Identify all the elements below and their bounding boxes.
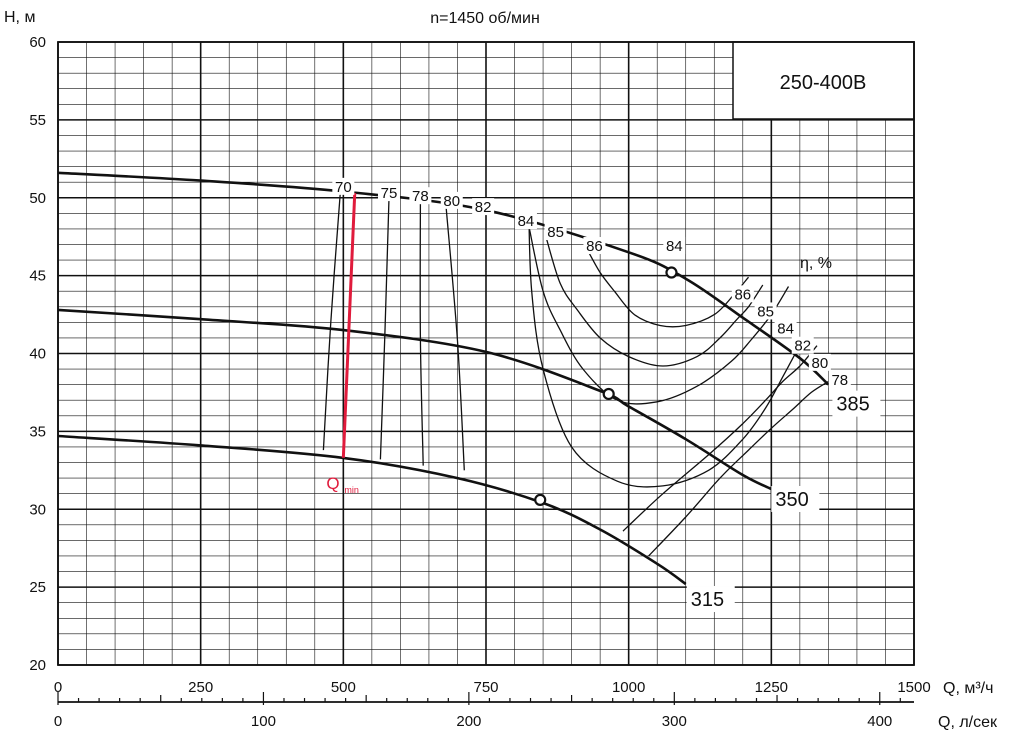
efficiency-contour-80	[622, 345, 818, 532]
efficiency-contour-78	[419, 200, 424, 466]
efficiency-label: 80	[811, 355, 828, 372]
efficiency-contour-75	[379, 197, 390, 460]
efficiency-label-bg	[663, 237, 686, 255]
y-tick-label: 50	[29, 190, 46, 207]
x-tick-label: 250	[188, 679, 213, 696]
efficiency-label: 85	[547, 224, 564, 241]
curve-labels: 385 350 315	[686, 390, 881, 613]
efficiency-label-bg	[828, 370, 851, 388]
efficiency-label: 85	[757, 303, 774, 320]
x2-tick-label: 300	[662, 713, 687, 730]
efficiency-contour-82	[528, 213, 798, 488]
x-tick-label: 500	[331, 679, 356, 696]
efficiency-label-bg	[472, 198, 495, 216]
y-tick-label: 45	[29, 268, 46, 285]
efficiency-label-bg	[754, 302, 777, 320]
efficiency-contours	[322, 189, 829, 557]
efficiency-label-bg	[731, 285, 754, 303]
x2-tick-label: 200	[456, 713, 481, 730]
x-tick-label: 0	[54, 679, 62, 696]
y-tick-label: 20	[29, 657, 46, 674]
y-tick-labels: 20 25 30 35 40 45 50 55 60	[29, 34, 46, 674]
efficiency-label: 82	[794, 338, 811, 355]
y-tick-label: 30	[29, 501, 46, 518]
efficiency-label-bg	[440, 191, 463, 209]
efficiency-label-bg	[409, 187, 432, 205]
curve-label-bg	[686, 586, 735, 613]
efficiency-contour-84	[528, 225, 790, 405]
efficiency-label-bg	[583, 237, 606, 255]
efficiency-label: 84	[777, 321, 794, 338]
efficiency-label: 86	[586, 238, 603, 255]
secondary-x-ticks: 0 100 200 300 400	[54, 692, 901, 730]
qmin-line	[341, 193, 357, 458]
efficiency-label-bg	[544, 223, 567, 241]
x-tick-label: 1250	[755, 679, 788, 696]
efficiency-axis-title: η, %	[800, 255, 832, 272]
curve-label-315: 315	[691, 589, 724, 611]
head-curve-350	[57, 308, 772, 491]
efficiency-label-bg	[377, 184, 400, 202]
head-curve-315	[57, 434, 687, 586]
bep-point-350	[602, 387, 615, 401]
curve-label-350: 350	[775, 489, 808, 511]
efficiency-label-bg	[332, 177, 355, 195]
efficiency-label: 70	[335, 179, 352, 196]
efficiency-label: 78	[831, 372, 848, 389]
y-tick-label: 40	[29, 346, 46, 363]
bep-point-315	[534, 493, 547, 507]
curve-label-bg	[832, 390, 881, 417]
x-axis-label: Q, м³/ч	[943, 680, 993, 697]
x-tick-label: 750	[473, 679, 498, 696]
efficiency-label: 84	[666, 238, 683, 255]
efficiency-contour-80	[445, 207, 465, 471]
x2-tick-label: 100	[251, 713, 276, 730]
model-label: 250-400В	[780, 72, 867, 94]
x-tick-label: 1000	[612, 679, 645, 696]
y-tick-label: 25	[29, 579, 46, 596]
plot-frame	[57, 41, 915, 666]
x2-axis-label: Q, л/сек	[938, 714, 998, 731]
x2-tick-label: 400	[867, 713, 892, 730]
efficiency-contour-70	[322, 189, 342, 451]
efficiency-label: 82	[475, 199, 492, 216]
curve-label-bg	[771, 486, 820, 513]
x-tick-labels: 0 250 500 750 1000 1250 1500	[54, 679, 931, 696]
qmin-label-sub: min	[344, 485, 359, 495]
y-tick-label: 60	[29, 34, 46, 51]
efficiency-label-bg	[791, 336, 814, 354]
efficiency-label-bg	[514, 212, 537, 230]
bep-point-385	[665, 266, 678, 279]
efficiency-label: 80	[443, 193, 460, 210]
bep-points	[534, 266, 678, 507]
chart-title: n=1450 об/мин	[430, 10, 540, 27]
y-tick-label: 35	[29, 423, 46, 440]
efficiency-label-bg	[808, 353, 831, 371]
x2-tick-label: 0	[54, 713, 62, 730]
y-axis-label: H, м	[4, 9, 35, 26]
qmin-label: Q	[326, 474, 339, 493]
efficiency-contour-78	[648, 380, 829, 557]
x-tick-label: 1500	[897, 679, 930, 696]
efficiency-label-bg	[774, 319, 797, 337]
efficiency-label: 78	[412, 188, 429, 205]
efficiency-label: 75	[381, 185, 398, 202]
efficiency-label: 86	[734, 286, 751, 303]
efficiency-contour-86	[588, 251, 749, 328]
efficiency-label: 84	[518, 213, 535, 230]
model-label-box	[732, 41, 915, 120]
y-tick-label: 55	[29, 112, 46, 129]
curve-label-385: 385	[836, 394, 869, 416]
